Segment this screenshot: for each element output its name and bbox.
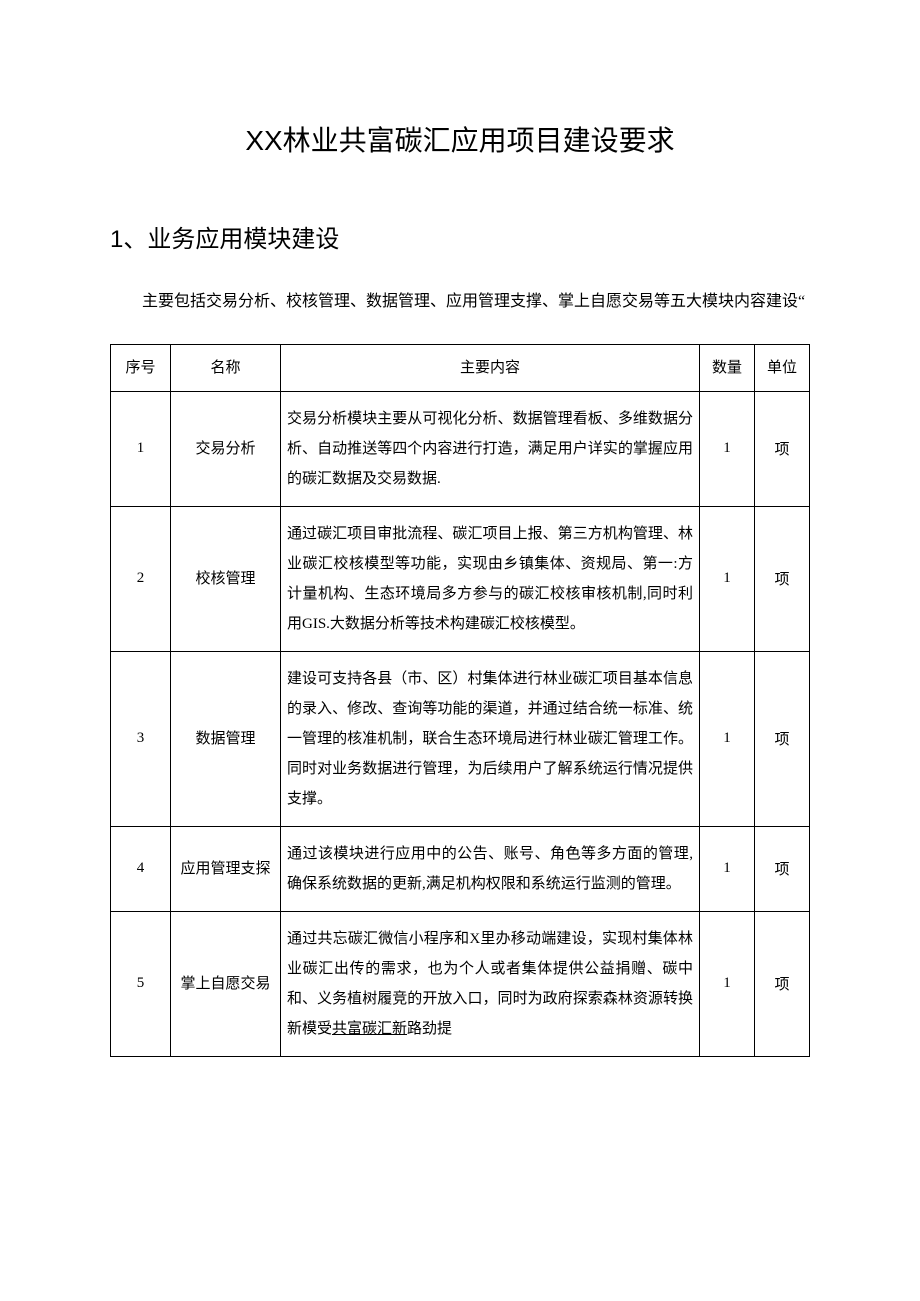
content-underline: 共富碳汇新 <box>332 1021 407 1037</box>
col-header-qty: 数量 <box>700 344 755 391</box>
cell-unit: 项 <box>755 506 810 651</box>
col-header-name: 名称 <box>171 344 281 391</box>
cell-seq: 2 <box>111 506 171 651</box>
cell-name: 数据管理 <box>171 651 281 826</box>
section-1-heading: 1、业务应用模块建设 <box>110 219 810 254</box>
cell-content: 通过碳汇项目审批流程、碳汇项目上报、第三方机构管理、林业碳汇校核模型等功能，实现… <box>281 506 700 651</box>
cell-unit: 项 <box>755 826 810 911</box>
col-header-seq: 序号 <box>111 344 171 391</box>
table-row: 5 掌上自愿交易 通过共忘碳汇微信小程序和X里办移动端建设，实现村集体林业碳汇出… <box>111 911 810 1056</box>
cell-content: 通过该模块进行应用中的公告、账号、角色等多方面的管理,确保系统数据的更新,满足机… <box>281 826 700 911</box>
cell-qty: 1 <box>700 506 755 651</box>
table-header-row: 序号 名称 主要内容 数量 单位 <box>111 344 810 391</box>
document-page: XX林业共富碳汇应用项目建设要求 1、业务应用模块建设 主要包括交易分析、校核管… <box>0 0 920 1301</box>
cell-seq: 4 <box>111 826 171 911</box>
table-row: 3 数据管理 建设可支持各县（市、区）村集体进行林业碳汇项目基本信息的录入、修改… <box>111 651 810 826</box>
cell-seq: 1 <box>111 391 171 506</box>
content-post: 路劲提 <box>407 1021 452 1037</box>
cell-content: 交易分析模块主要从可视化分析、数据管理看板、多维数据分析、自动推送等四个内容进行… <box>281 391 700 506</box>
col-header-unit: 单位 <box>755 344 810 391</box>
table-row: 1 交易分析 交易分析模块主要从可视化分析、数据管理看板、多维数据分析、自动推送… <box>111 391 810 506</box>
table-row: 4 应用管理支探 通过该模块进行应用中的公告、账号、角色等多方面的管理,确保系统… <box>111 826 810 911</box>
cell-unit: 项 <box>755 911 810 1056</box>
cell-content: 建设可支持各县（市、区）村集体进行林业碳汇项目基本信息的录入、修改、查询等功能的… <box>281 651 700 826</box>
cell-seq: 3 <box>111 651 171 826</box>
col-header-content: 主要内容 <box>281 344 700 391</box>
section-1-intro: 主要包括交易分析、校核管理、数据管理、应用管理支撑、掌上自愿交易等五大模块内容建… <box>110 284 810 319</box>
cell-qty: 1 <box>700 826 755 911</box>
cell-name: 交易分析 <box>171 391 281 506</box>
page-title: XX林业共富碳汇应用项目建设要求 <box>110 119 810 159</box>
cell-unit: 项 <box>755 391 810 506</box>
cell-qty: 1 <box>700 651 755 826</box>
cell-qty: 1 <box>700 911 755 1056</box>
cell-content: 通过共忘碳汇微信小程序和X里办移动端建设，实现村集体林业碳汇出传的需求，也为个人… <box>281 911 700 1056</box>
cell-qty: 1 <box>700 391 755 506</box>
cell-name: 应用管理支探 <box>171 826 281 911</box>
cell-name: 掌上自愿交易 <box>171 911 281 1056</box>
modules-table: 序号 名称 主要内容 数量 单位 1 交易分析 交易分析模块主要从可视化分析、数… <box>110 344 810 1057</box>
cell-name: 校核管理 <box>171 506 281 651</box>
cell-unit: 项 <box>755 651 810 826</box>
table-row: 2 校核管理 通过碳汇项目审批流程、碳汇项目上报、第三方机构管理、林业碳汇校核模… <box>111 506 810 651</box>
cell-seq: 5 <box>111 911 171 1056</box>
